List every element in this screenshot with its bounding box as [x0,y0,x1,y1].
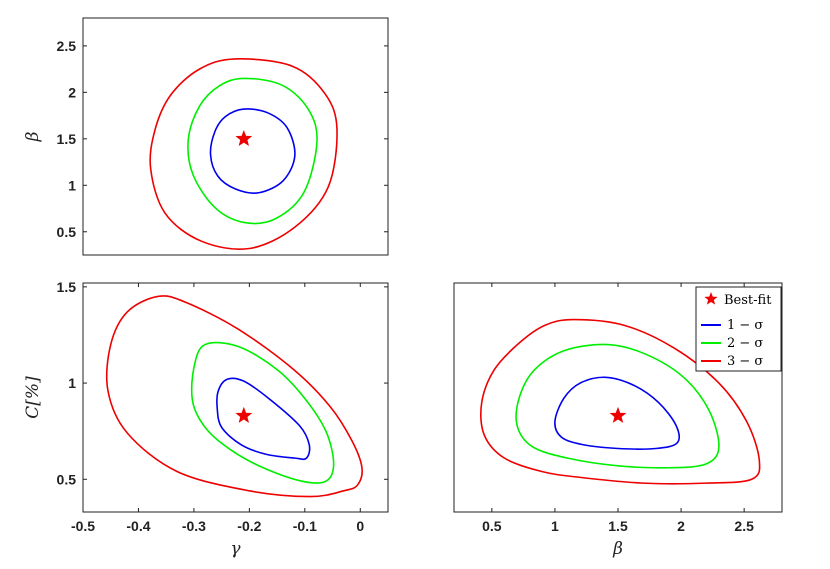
legend-label-3-sigma: 3 − σ [727,354,763,369]
panel-gamma-C: -0.5 -0.4 -0.3 -0.2 -0.1 0 0.5 1 1.5 γ C[%] [23,279,389,559]
legend-label-best-fit: Best-fit [724,293,772,308]
legend-label-2-sigma: 2 − σ [727,336,763,351]
contour-2-sigma [190,341,335,484]
panel-gamma-beta: 0.5 1 1.5 2 2.5 β [23,17,389,256]
x-axis-label: β [612,539,623,559]
x-tick-label: -0.4 [126,518,150,534]
x-tick-label: -0.2 [237,518,261,534]
y-axis-label: C[%] [23,376,43,419]
y-tick-label: 2 [68,84,76,100]
x-axis-label: γ [230,539,241,559]
y-tick-label: 2.5 [57,38,77,54]
contour-2-sigma [515,343,720,469]
y-tick-label: 0.5 [57,224,77,240]
best-fit-star-icon [609,406,627,423]
plot-area-frame [82,282,389,513]
y-axis-label: β [23,131,43,142]
best-fit-star-icon [235,129,253,146]
contour-3-sigma [105,295,363,498]
contour-2-sigma [187,77,318,225]
x-tick-label: -0.1 [293,518,317,534]
best-fit-star-icon [235,406,253,423]
contour-1-sigma [216,377,311,461]
x-tick-label: 0 [356,518,364,534]
x-tick-label: 2 [677,518,685,534]
x-tick-label: 0.5 [482,518,502,534]
y-tick-label: 0.5 [57,471,77,487]
contour-1-sigma [209,108,296,194]
contour-1-sigma [554,376,681,450]
legend-label-1-sigma: 1 − σ [727,318,763,333]
x-tick-label: 1.5 [608,518,628,534]
x-tick-label: -0.5 [71,518,95,534]
y-tick-label: 1 [68,375,76,391]
contour-3-sigma [149,58,338,250]
legend: Best-fit 1 − σ 2 − σ 3 − σ [695,286,782,372]
y-tick-label: 1.5 [57,131,77,147]
y-tick-label: 1.5 [57,279,77,295]
x-tick-label: 1 [551,518,559,534]
x-tick-label: 2.5 [734,518,754,534]
contour-3-sigma [480,318,761,485]
y-tick-label: 1 [68,177,76,193]
legend-best-fit-star-icon [704,292,718,305]
x-tick-label: -0.3 [182,518,206,534]
